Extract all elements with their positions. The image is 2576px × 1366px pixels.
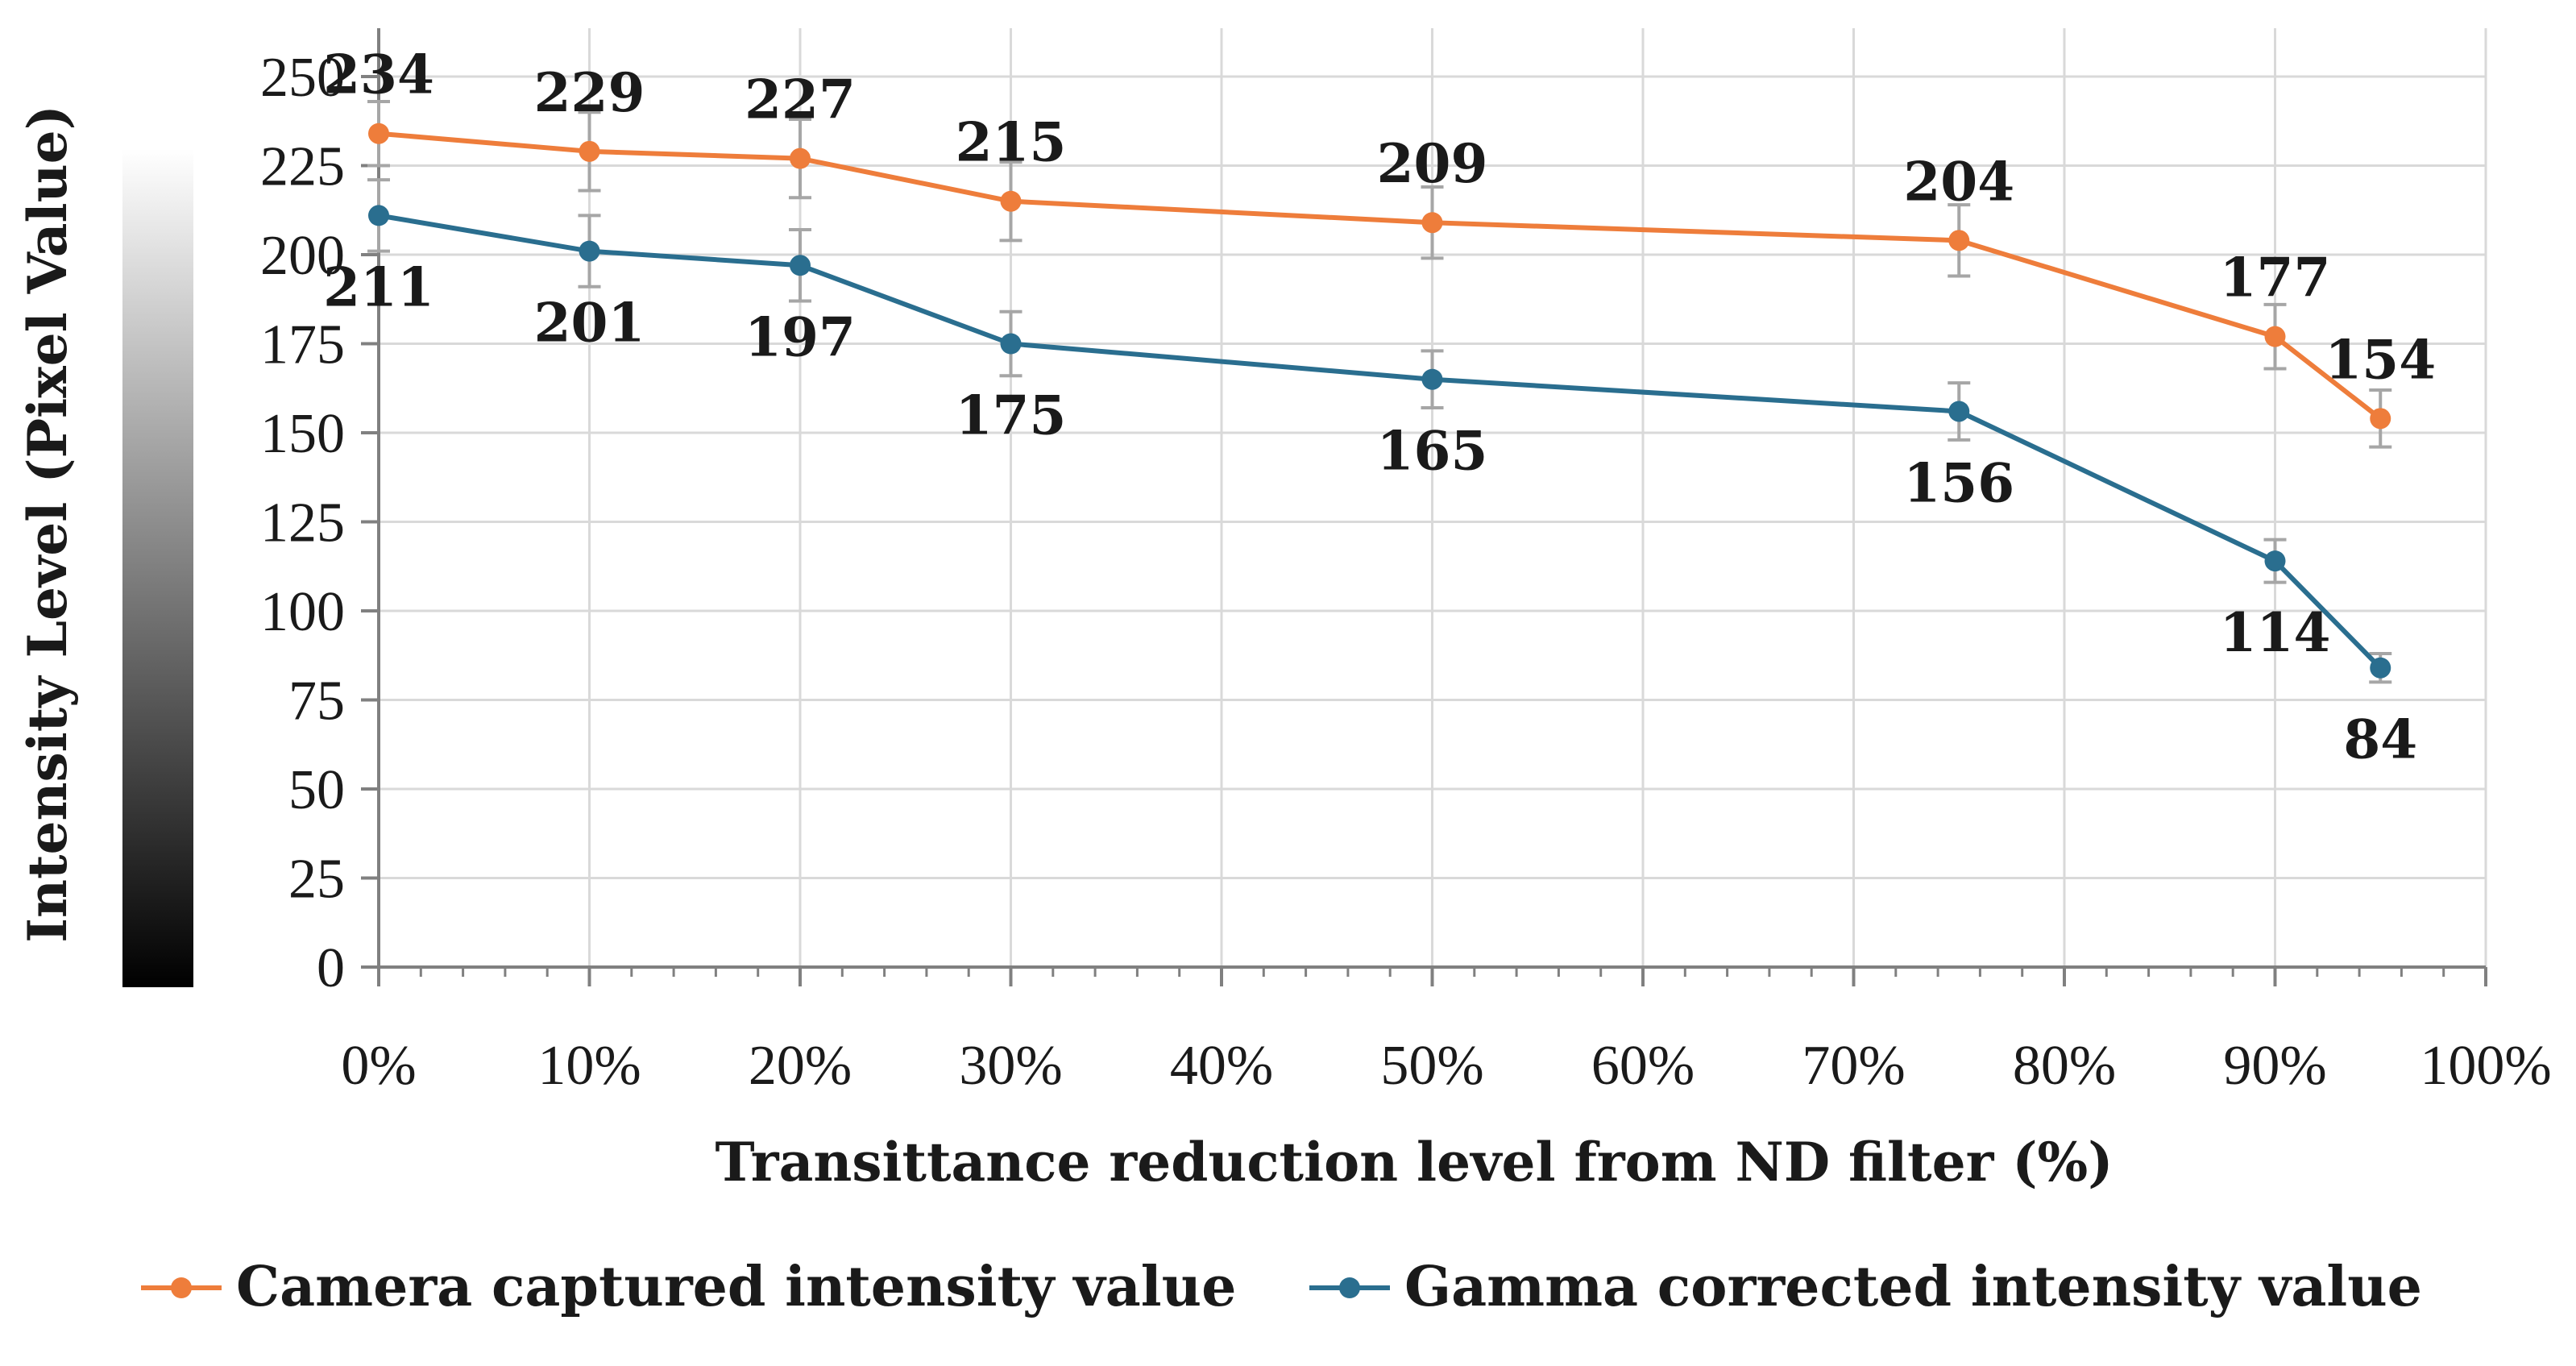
y-tick-label: 175 [260, 314, 345, 376]
y-tick-label: 50 [288, 759, 345, 821]
data-label: 209 [1377, 132, 1488, 195]
data-label: 175 [956, 384, 1067, 447]
data-label: 201 [534, 292, 645, 355]
x-tick-label: 100% [2420, 1035, 2551, 1097]
data-point [2370, 657, 2391, 679]
legend-swatch-marker [1339, 1277, 1360, 1298]
data-point [579, 240, 600, 262]
x-tick-label: 30% [959, 1035, 1062, 1097]
x-tick-label: 50% [1380, 1035, 1483, 1097]
x-axis-title: Transittance reduction level from ND fil… [715, 1131, 2113, 1194]
y-tick-label: 125 [260, 492, 345, 554]
data-point [2264, 550, 2286, 572]
legend-item-1: Camera captured intensity value [141, 1255, 1236, 1319]
data-point [1948, 401, 1970, 422]
x-axis-ticks: 0% 10% 20% 30% 40% 50% 60% 70% 80% 90% 100% [341, 967, 2552, 1097]
data-point [1000, 333, 1022, 355]
data-label: 84 [2343, 708, 2417, 771]
data-point [368, 122, 389, 144]
series-layer: 234 229 227 215 209 204 177 154 211 201 197 175 165 1… [323, 44, 2436, 771]
data-point [2264, 326, 2286, 347]
data-label: 215 [956, 111, 1067, 174]
y-tick-label: 100 [260, 581, 345, 643]
x-tick-label: 0% [341, 1035, 416, 1097]
data-label: 227 [745, 69, 856, 131]
x-tick-label: 20% [749, 1035, 852, 1097]
data-point [2370, 408, 2391, 430]
data-point [368, 205, 389, 226]
data-point [1948, 230, 1970, 251]
x-tick-label: 10% [537, 1035, 641, 1097]
y-tick-label: 150 [260, 403, 345, 465]
y-axis-title: Intensity Level (Pixel Value) [16, 105, 79, 943]
legend-label: Gamma corrected intensity value [1404, 1255, 2422, 1319]
data-point [579, 140, 600, 162]
series-line [378, 213, 2383, 670]
data-point [1421, 212, 1443, 234]
x-tick-label: 40% [1170, 1035, 1273, 1097]
y-tick-label: 0 [317, 937, 345, 999]
y-tick-label: 75 [288, 671, 345, 733]
data-label: 204 [1903, 150, 2014, 213]
data-label: 234 [323, 44, 434, 106]
y-tick-label: 250 [260, 47, 345, 109]
data-label: 229 [534, 61, 645, 124]
legend-label: Camera captured intensity value [236, 1255, 1236, 1319]
data-label: 114 [2220, 601, 2331, 664]
data-point [790, 147, 811, 169]
y-tick-label: 225 [260, 136, 345, 198]
x-tick-label: 90% [2223, 1035, 2326, 1097]
y-tick-label: 25 [288, 849, 345, 911]
data-label: 154 [2325, 328, 2436, 391]
data-label: 165 [1377, 420, 1488, 483]
y-tick-label: 200 [260, 225, 345, 287]
x-tick-label: 80% [2013, 1035, 2116, 1097]
x-tick-label: 70% [1802, 1035, 1905, 1097]
legend: Camera captured intensity value Gamma cor… [141, 1255, 2422, 1319]
legend-item-2: Gamma corrected intensity value [1309, 1255, 2422, 1319]
data-label: 211 [323, 255, 434, 318]
data-label: 156 [1903, 451, 2014, 514]
data-label: 177 [2220, 247, 2331, 309]
data-point [1000, 190, 1022, 212]
data-point [1421, 368, 1443, 390]
legend-swatch-marker [171, 1277, 192, 1298]
series-line [378, 131, 2383, 421]
data-point [790, 255, 811, 276]
data-label: 197 [745, 305, 856, 368]
series-1: 234 229 227 215 209 204 177 154 [323, 44, 2436, 449]
y-axis-ticks: 0 25 50 75 100 125 150 175 200 225 250 [260, 47, 379, 999]
x-tick-label: 60% [1591, 1035, 1695, 1097]
intensity-gradient-bar [122, 149, 193, 987]
